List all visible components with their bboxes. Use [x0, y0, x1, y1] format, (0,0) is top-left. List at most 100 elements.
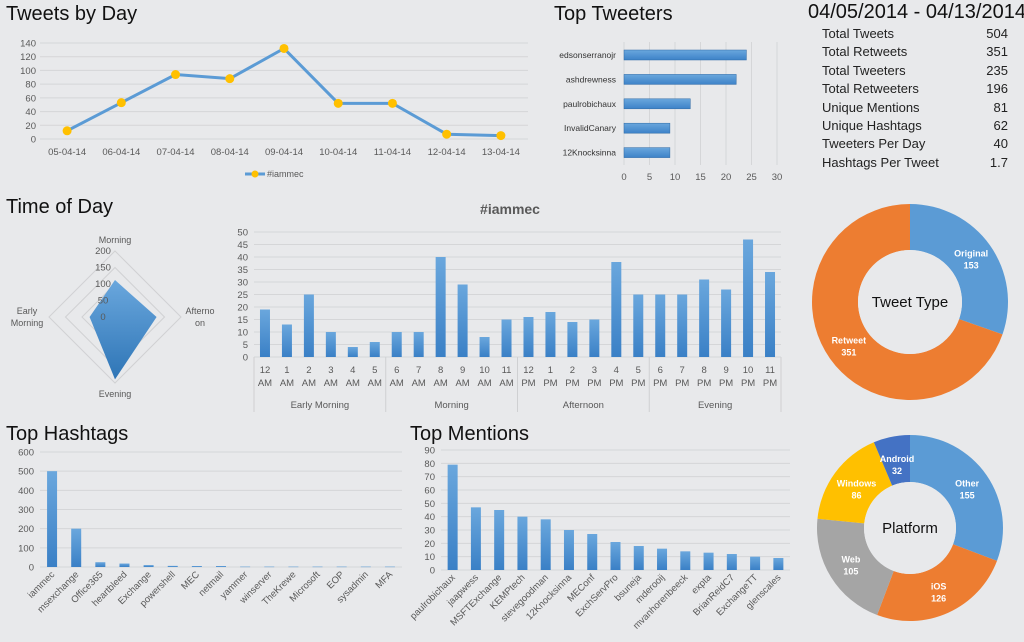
- y-tick-label: 40: [237, 253, 248, 264]
- y-tick-label: 100: [18, 543, 34, 554]
- x-tick-label: 6: [394, 365, 399, 376]
- y-tick-label: 140: [20, 39, 36, 50]
- axis-label: Early: [17, 306, 38, 316]
- x-tick-label: 12-04-14: [428, 147, 466, 158]
- radar-area: [89, 280, 157, 380]
- bar: [312, 566, 323, 568]
- radial-tick-label: 150: [95, 263, 111, 274]
- x-tick-label: 15: [695, 172, 706, 183]
- y-tick-label: 300: [18, 505, 34, 516]
- donut-center-label: Platform: [882, 520, 938, 537]
- y-tick-label: 400: [18, 486, 34, 497]
- bar: [143, 565, 154, 567]
- category-label: paulrobichaux: [563, 99, 617, 109]
- top-hashtags-title: Top Hashtags: [6, 423, 129, 445]
- slice-value: 126: [931, 593, 946, 603]
- bar: [623, 98, 691, 110]
- bar: [281, 324, 292, 357]
- x-tick-label: 4: [350, 365, 355, 376]
- x-tick-label: 4: [614, 365, 619, 376]
- stat-row: Tweeters Per Day 40: [822, 135, 1008, 153]
- x-tick-label: 10-04-14: [319, 147, 357, 158]
- x-tick-label: 12: [260, 365, 271, 376]
- bar: [623, 74, 737, 85]
- x-tick-label: PM: [543, 378, 557, 389]
- top-tweeters-title: Top Tweeters: [554, 3, 673, 25]
- slice-value: 351: [841, 347, 856, 357]
- donut-hole: [858, 250, 962, 354]
- time-of-day-title: Time of Day: [6, 196, 114, 218]
- bar: [699, 279, 710, 357]
- radial-tick-label: 100: [95, 279, 111, 290]
- stat-value: 62: [993, 117, 1008, 133]
- y-tick-label: 100: [20, 66, 36, 77]
- group-label: Morning: [434, 400, 468, 411]
- bar: [494, 510, 505, 570]
- data-point: [225, 74, 235, 84]
- x-tick-label: PM: [631, 378, 645, 389]
- y-tick-label: 0: [31, 135, 36, 146]
- axis-label: Morning: [11, 318, 44, 328]
- radial-tick-label: 50: [98, 296, 109, 307]
- slice-label: Android: [880, 454, 915, 464]
- category-label: ashdrewness: [566, 74, 616, 84]
- radial-tick-label: 200: [95, 246, 111, 257]
- x-tick-label: AM: [302, 378, 316, 389]
- bar: [567, 322, 578, 357]
- x-tick-label: PM: [521, 378, 535, 389]
- bar: [610, 542, 621, 570]
- bar: [773, 558, 784, 570]
- stat-label: Total Tweets: [822, 26, 895, 41]
- data-point: [116, 98, 126, 108]
- axis-label: Afterno: [185, 306, 214, 316]
- axis-label: on: [195, 318, 205, 328]
- bar: [264, 566, 275, 568]
- bar: [623, 122, 671, 134]
- bar: [216, 566, 226, 567]
- stat-value: 196: [986, 81, 1008, 97]
- stat-row: Unique Mentions 81: [822, 99, 1008, 117]
- bar: [501, 319, 512, 357]
- bar: [657, 548, 668, 570]
- stat-row: Total Tweets 504: [822, 25, 1008, 43]
- x-tick-label: AM: [434, 378, 448, 389]
- x-tick-label: 10: [743, 365, 754, 376]
- data-point: [496, 131, 506, 141]
- stat-label: Unique Hashtags: [822, 117, 922, 133]
- bar: [336, 566, 347, 568]
- group-label: Evening: [698, 400, 732, 411]
- donut-slice: [811, 204, 1003, 400]
- x-tick-label: PM: [587, 378, 601, 389]
- bar: [71, 528, 82, 567]
- bar: [655, 294, 666, 357]
- bar: [259, 309, 270, 357]
- bar: [743, 239, 754, 357]
- y-tick-label: 40: [424, 512, 435, 523]
- bar: [623, 49, 747, 61]
- donut-hole: [864, 482, 956, 574]
- data-point: [442, 129, 452, 139]
- y-tick-label: 50: [424, 499, 435, 510]
- x-tick-label: 2: [570, 365, 575, 376]
- stat-row: Total Tweeters 235: [822, 62, 1008, 80]
- group-label: Afternoon: [563, 400, 604, 411]
- x-tick-label: PM: [675, 378, 689, 389]
- x-tick-label: AM: [477, 378, 491, 389]
- donut-slice: [817, 518, 894, 615]
- slice-value: 105: [843, 567, 858, 577]
- stat-value: 235: [986, 62, 1008, 78]
- x-tick-label: AM: [258, 378, 272, 389]
- group-label: Early Morning: [291, 400, 350, 411]
- axis-label: Morning: [99, 235, 132, 245]
- y-tick-label: 80: [424, 459, 435, 470]
- bar: [391, 332, 402, 357]
- stat-value: 40: [993, 136, 1008, 152]
- bar: [589, 319, 600, 357]
- stat-label: Total Retweets: [822, 44, 908, 60]
- x-tick-label: 11: [502, 365, 512, 376]
- x-tick-label: AM: [324, 378, 338, 389]
- y-tick-label: 120: [20, 52, 36, 63]
- slice-label: Original: [954, 249, 988, 259]
- stats-summary: Total Tweets 504 Total Retweets 351 Total …: [822, 25, 1008, 172]
